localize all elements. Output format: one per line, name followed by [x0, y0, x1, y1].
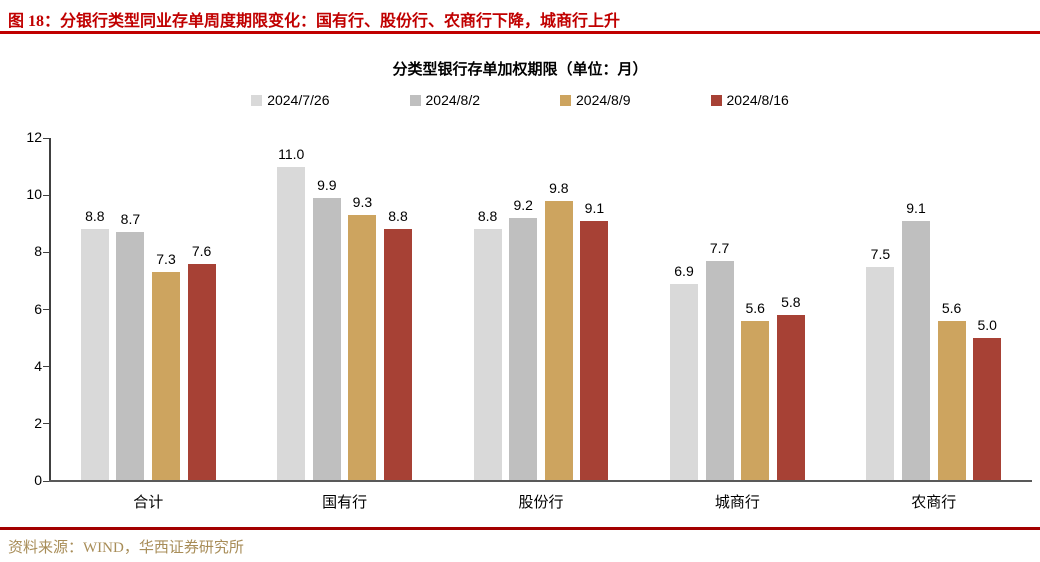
bar: [187, 263, 216, 480]
y-tick-mark: [43, 251, 50, 253]
bar-value-label: 9.1: [584, 199, 605, 216]
y-tick-label: 6: [34, 300, 42, 317]
bar-value-label: 6.9: [674, 262, 694, 279]
y-axis-line: [49, 138, 51, 482]
y-tick-mark: [43, 194, 50, 196]
bar: [670, 283, 698, 480]
bar-value-label: 9.2: [513, 197, 533, 214]
bar: [937, 320, 966, 480]
bar: [866, 266, 895, 480]
bar-value-label: 9.1: [906, 199, 926, 216]
bar-value-label: 7.5: [870, 245, 891, 262]
bar-value-label: 11.0: [278, 145, 305, 162]
x-category-label: 股份行: [518, 495, 564, 511]
x-category-label: 国有行: [322, 495, 368, 511]
legend-label: 2024/8/2: [425, 92, 481, 108]
bar-value-label: 7.7: [709, 239, 730, 256]
chart-title: 分类型银行存单加权期限（单位：月）: [392, 62, 648, 78]
bar-value-label: 5.6: [745, 299, 765, 316]
y-tick-mark: [43, 423, 50, 425]
y-tick-label: 12: [26, 129, 42, 145]
x-category-label: 农商行: [911, 495, 957, 511]
bar: [580, 220, 609, 480]
y-tick-mark: [43, 366, 50, 368]
bar-value-label: 8.8: [85, 208, 105, 225]
x-category-label: 合计: [133, 495, 164, 511]
legend-swatch: [409, 94, 421, 106]
legend-swatch: [710, 94, 722, 106]
bar: [705, 260, 734, 480]
legend-swatch: [251, 94, 263, 106]
bar-value-label: 8.7: [120, 211, 141, 228]
bar-value-label: 8.8: [388, 208, 408, 225]
y-tick-label: 10: [26, 186, 42, 203]
legend-swatch: [560, 94, 571, 106]
y-tick-label: 2: [34, 414, 42, 431]
source-note: 资料来源：WIND，华西证券研究所: [8, 540, 244, 556]
y-tick-label: 8: [34, 243, 42, 260]
bar-value-label: 9.9: [317, 177, 337, 194]
bar: [741, 320, 770, 480]
y-tick-mark: [43, 137, 50, 139]
legend-item: 2024/8/16: [710, 92, 789, 108]
x-axis-line: [49, 480, 1032, 482]
bottom-divider-rule: [0, 527, 1040, 530]
bar: [544, 200, 573, 480]
legend-item: 2024/8/2: [409, 92, 481, 108]
bar: [80, 229, 109, 480]
legend-label: 2024/8/16: [726, 92, 789, 108]
bar: [902, 220, 930, 480]
legend-label: 2024/7/26: [267, 92, 330, 108]
bar: [116, 232, 145, 480]
bar: [776, 315, 805, 480]
bar-value-label: 7.6: [191, 242, 212, 259]
bar: [509, 218, 538, 480]
bar-value-label: 5.0: [977, 317, 997, 334]
bar-value-label: 9.3: [352, 194, 373, 211]
bar: [348, 215, 377, 480]
chart-legend: 2024/7/26 2024/8/2 2024/8/9 2024/8/16: [0, 90, 1040, 110]
bar: [473, 229, 502, 480]
bar-value-label: 7.3: [156, 251, 176, 268]
legend-label: 2024/8/9: [576, 92, 631, 108]
top-divider-rule: [0, 31, 1040, 34]
legend-item: 2024/7/26: [251, 92, 330, 108]
y-tick-mark: [43, 309, 50, 310]
bar: [152, 272, 180, 480]
bar-value-label: 5.6: [941, 299, 962, 316]
y-tick-label: 0: [34, 472, 42, 488]
y-tick-mark: [43, 480, 50, 482]
bar-value-label: 9.8: [549, 179, 569, 196]
bar: [384, 229, 412, 480]
y-tick-label: 4: [34, 357, 42, 374]
bar-value-label: 8.8: [477, 208, 498, 225]
bar: [277, 166, 306, 480]
legend-item: 2024/8/9: [560, 92, 631, 108]
bar: [973, 338, 1002, 480]
x-category-label: 城商行: [714, 495, 760, 511]
bar: [312, 198, 341, 480]
figure-title: 图 18：分银行类型同业存单周度期限变化：国有行、股份行、农商行下降，城商行上升: [8, 13, 621, 30]
bar-value-label: 5.8: [781, 294, 801, 311]
